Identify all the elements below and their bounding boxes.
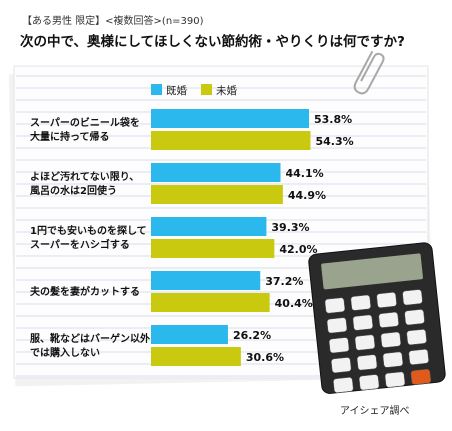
- bar-unmarried-plastic-bags: [151, 131, 311, 150]
- calculator-icon: [308, 242, 446, 394]
- value-label-unmarried-haircut: 40.4%: [275, 297, 313, 310]
- bar-unmarried-bath-water: [151, 185, 283, 204]
- chart-subtitle: 【ある男性 限定】<複数回答>(n=390): [22, 14, 204, 27]
- value-label-married-cheap-shopping: 39.3%: [271, 221, 309, 234]
- source-note: アイシェア調べ: [340, 404, 410, 417]
- paperclip-icon: [353, 51, 385, 95]
- bar-unmarried-cheap-shopping: [151, 239, 275, 258]
- bar-unmarried-bargain-only: [151, 347, 241, 366]
- value-label-unmarried-plastic-bags: 54.3%: [315, 135, 353, 148]
- value-label-unmarried-bargain-only: 30.6%: [246, 351, 284, 364]
- bar-married-haircut: [151, 271, 261, 290]
- legend-swatch-unmarried: [201, 84, 212, 95]
- category-label-plastic-bags: スーパーのビニール袋を大量に持って帰る: [30, 116, 140, 143]
- category-label-bargain-only: 服、靴などはバーゲン以外では購入しない: [30, 332, 150, 359]
- value-label-unmarried-bath-water: 44.9%: [288, 189, 326, 202]
- bar-married-plastic-bags: [151, 109, 309, 128]
- bar-married-cheap-shopping: [151, 217, 267, 236]
- value-label-married-bargain-only: 26.2%: [233, 329, 271, 342]
- chart-title: 次の中で、奥様にしてほしくない節約術・やりくりは何ですか?: [20, 33, 405, 50]
- bar-married-bath-water: [151, 163, 281, 182]
- plot-area: スーパーのビニール袋を大量に持って帰る 53.8% 54.3% よほど汚れてない限り、…: [29, 109, 354, 366]
- bar-married-bargain-only: [151, 325, 228, 344]
- legend: 既婚 未婚: [151, 84, 237, 97]
- legend-label-unmarried: 未婚: [216, 84, 237, 97]
- legend-swatch-married: [151, 84, 162, 95]
- category-label-bath-water: よほど汚れてない限り、風呂の水は2回使う: [30, 170, 139, 197]
- legend-label-married: 既婚: [166, 84, 187, 97]
- value-label-married-plastic-bags: 53.8%: [314, 113, 352, 126]
- value-label-unmarried-cheap-shopping: 42.0%: [279, 243, 317, 256]
- value-label-married-haircut: 37.2%: [265, 275, 303, 288]
- bar-unmarried-haircut: [151, 293, 270, 312]
- category-label-cheap-shopping: 1円でも安いものを探してスーパーをハシゴする: [30, 224, 147, 251]
- value-label-married-bath-water: 44.1%: [286, 167, 324, 180]
- category-label-haircut: 夫の髪を妻がカットする: [29, 285, 140, 298]
